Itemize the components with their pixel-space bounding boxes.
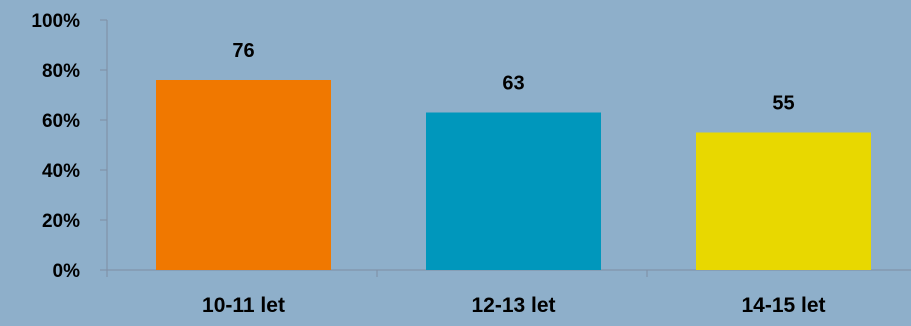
y-tick-label: 40% — [42, 161, 80, 182]
labels: 0% 20% 40% 60% 80% 100% 76 10-11 let 63 12-13 let… — [31, 11, 825, 317]
y-tick-label: 0% — [53, 261, 81, 282]
y-tick-label: 60% — [42, 111, 80, 132]
x-tick-label: 12-13 let — [471, 294, 555, 317]
data-label: 55 — [772, 93, 794, 115]
y-tick-label: 20% — [42, 211, 80, 232]
x-tick-label: 10-11 let — [202, 294, 285, 317]
bar — [156, 80, 331, 270]
y-tick-label: 100% — [31, 11, 80, 32]
y-tick-label: 80% — [42, 61, 80, 82]
data-label: 63 — [502, 73, 524, 95]
bar — [696, 132, 871, 270]
data-label: 76 — [232, 40, 254, 62]
x-tick-label: 14-15 let — [741, 294, 825, 317]
bars — [156, 80, 871, 270]
bar — [426, 112, 601, 270]
